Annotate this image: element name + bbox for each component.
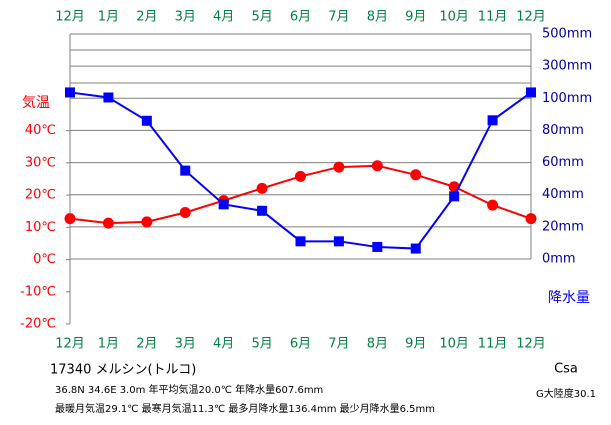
data-point — [333, 161, 345, 173]
x-tick-label: 6月 — [290, 337, 311, 352]
x-tick-label: 8月 — [367, 337, 388, 352]
data-point — [525, 213, 537, 225]
x-tick-label: 9月 — [405, 337, 426, 352]
data-point — [410, 243, 421, 254]
y-tick-label: 30℃ — [25, 155, 56, 170]
data-point — [449, 191, 460, 202]
x-tick-label: 10月 — [439, 10, 469, 25]
y2-axis-title: 降水量 — [548, 290, 590, 306]
data-point — [295, 170, 306, 182]
data-point — [256, 182, 268, 194]
x-tick-label: 9月 — [405, 10, 426, 25]
x-tick-label: 11月 — [478, 337, 508, 352]
y-tick-label: 40℃ — [25, 123, 56, 138]
y2-tick-label: 60mm — [542, 155, 584, 170]
y-tick-label: 20℃ — [25, 188, 56, 203]
x-tick-label: 7月 — [328, 337, 349, 352]
x-tick-label: 5月 — [251, 10, 272, 25]
continentality: G大陸度30.1 — [536, 387, 596, 400]
x-tick-label: 1月 — [98, 337, 119, 352]
data-point — [141, 216, 153, 228]
x-tick-label: 4月 — [213, 10, 234, 25]
x-tick-label: 1月 — [98, 10, 119, 25]
x-tick-label: 5月 — [251, 337, 272, 352]
y-tick-label: 0℃ — [33, 252, 56, 267]
info-line: 36.8N 34.6E 3.0m 年平均気温20.0℃ 年降水量607.6mm — [55, 383, 323, 396]
y-tick-label: -20℃ — [20, 317, 56, 332]
x-tick-label: 4月 — [213, 337, 234, 352]
x-tick-label: 8月 — [367, 10, 388, 25]
y2-tick-label: 80mm — [542, 123, 584, 138]
data-point — [218, 199, 229, 210]
data-point — [103, 92, 114, 103]
data-point — [102, 217, 114, 229]
x-tick-label: 11月 — [478, 10, 508, 25]
data-point — [410, 169, 422, 181]
x-tick-label: 10月 — [439, 337, 469, 352]
series-line — [69, 91, 532, 250]
y2-tick-label: 0mm — [542, 252, 576, 267]
info-line: 最暖月気温29.1℃ 最寒月気温11.3℃ 最多月降水量136.4mm 最少月降… — [55, 402, 435, 415]
x-tick-label: 12月 — [516, 10, 546, 25]
x-tick-label: 3月 — [175, 337, 196, 352]
x-tick-label: 12月 — [55, 10, 85, 25]
data-point — [526, 87, 536, 98]
x-tick-label: 2月 — [136, 10, 157, 25]
y-axis-title: 気温 — [22, 95, 50, 111]
data-point — [141, 115, 152, 126]
data-point — [295, 236, 306, 247]
station: 17340 メルシン(トルコ) — [50, 363, 196, 378]
x-tick-label: 12月 — [55, 337, 85, 352]
x-tick-label: 6月 — [290, 10, 311, 25]
data-point — [64, 213, 76, 225]
data-point — [487, 115, 498, 126]
data-point — [65, 87, 75, 98]
data-point — [180, 165, 191, 176]
y2-tick-label: 100mm — [542, 91, 592, 106]
climate-class: Csa — [554, 362, 578, 377]
data-point — [372, 241, 383, 252]
data-point — [371, 160, 383, 172]
y2-tick-label: 500mm — [542, 27, 592, 42]
x-tick-label: 3月 — [175, 10, 196, 25]
y2-tick-label: 40mm — [542, 187, 584, 202]
data-point — [487, 199, 499, 211]
data-point — [179, 207, 191, 219]
y2-tick-label: 20mm — [542, 219, 584, 234]
x-tick-label: 12月 — [516, 337, 546, 352]
y2-tick-label: 300mm — [542, 59, 592, 74]
x-tick-label: 2月 — [136, 337, 157, 352]
x-tick-label: 7月 — [328, 10, 349, 25]
y-tick-label: -10℃ — [20, 284, 56, 299]
y-tick-label: 10℃ — [25, 220, 56, 235]
data-point — [333, 236, 344, 247]
data-point — [257, 205, 268, 216]
